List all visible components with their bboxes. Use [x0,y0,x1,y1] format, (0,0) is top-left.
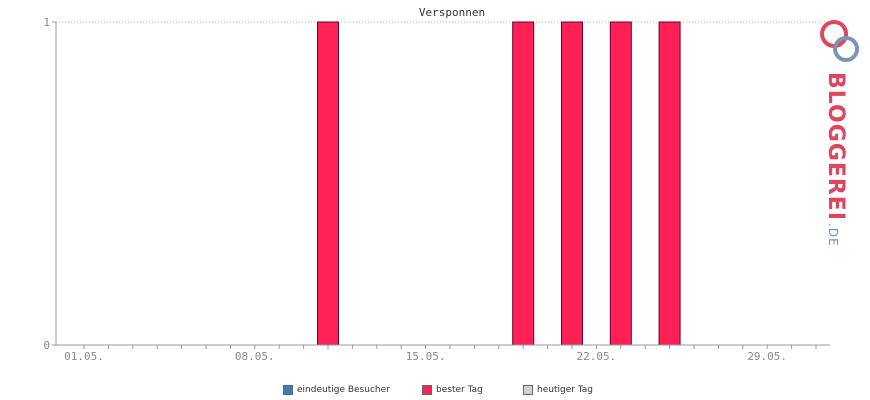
chart-title: Versponnen [419,6,485,19]
legend-item-eindeutige-besucher: eindeutige Besucher [283,385,390,395]
legend-swatch [283,385,293,395]
legend-label: heutiger Tag [537,385,594,395]
legend-label: eindeutige Besucher [297,385,390,395]
legend-item-heutiger-tag: heutiger Tag [523,385,593,395]
x-tick-label: 22.05. [577,350,617,363]
legend-swatch [422,385,432,395]
bar-day-11 [317,21,339,346]
logo-domain-text: .DE [826,223,840,247]
bloggerei-logo-mark [820,20,860,62]
x-tick-label: 29.05. [747,350,787,363]
bars-group [317,21,681,346]
bar-day-23 [609,21,632,346]
y-tick-label: 0 [43,339,50,352]
x-ticks: 01.05. 08.05. 15.05. 22.05. 29.05. [64,345,817,363]
x-tick-label: 15.05. [406,350,446,363]
bloggerei-logo [812,18,868,218]
legend-item-bester-tag: bester Tag [422,385,483,395]
bar-day-19 [512,21,535,346]
legend-swatch [523,385,533,395]
legend: eindeutige Besucher bester Tag heutiger … [0,385,870,399]
bar-day-25 [658,21,681,346]
logo-main-text: BLOGGEREI [823,72,848,222]
y-tick-label: 1 [43,16,50,29]
bar-day-21 [561,21,583,346]
x-tick-label: 08.05. [235,350,275,363]
bloggerei-logo-text: BLOGGEREI.DE [823,72,848,247]
y-ticks: 01 [43,16,56,352]
x-tick-label: 01.05. [64,350,104,363]
legend-label: bester Tag [436,385,483,395]
